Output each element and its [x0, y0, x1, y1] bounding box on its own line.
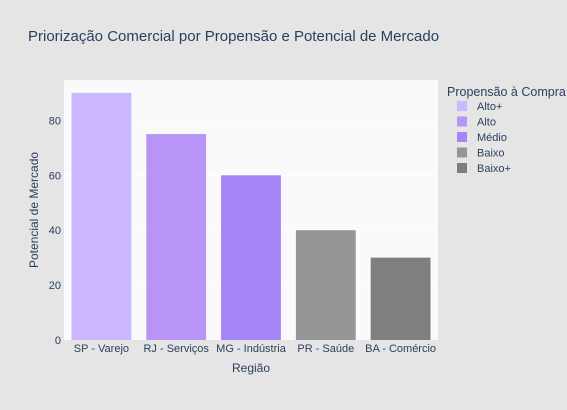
chart-title: Priorização Comercial por Propensão e Po…: [28, 28, 439, 45]
legend-label: Baixo+: [477, 163, 511, 175]
y-axis-title: Potencial de Mercado: [27, 152, 41, 268]
x-tick-label: RJ - Serviços: [143, 343, 209, 355]
y-tick-label: 40: [49, 225, 61, 237]
bar[interactable]: [370, 257, 431, 340]
legend-swatch: [457, 101, 467, 111]
legend-swatch: [457, 147, 467, 158]
x-tick-label: PR - Saúde: [297, 343, 354, 355]
legend-swatch: [457, 163, 467, 173]
bar[interactable]: [221, 175, 281, 340]
legend-swatch: [457, 116, 467, 127]
legend-label: Baixo: [477, 148, 505, 160]
x-tick-label: MG - Indústria: [216, 343, 287, 355]
legend-label: Médio: [477, 132, 507, 144]
y-tick-label: 0: [55, 335, 61, 347]
x-tick-label: BA - Comércio: [365, 343, 436, 355]
bar[interactable]: [295, 230, 356, 340]
bar[interactable]: [146, 134, 207, 340]
x-axis-title: Região: [232, 361, 270, 375]
legend-swatch: [457, 132, 467, 142]
x-tick-label: SP - Varejo: [74, 343, 129, 355]
legend-label: Alto: [477, 117, 496, 129]
y-tick-label: 80: [49, 115, 61, 127]
legend-title: Propensão à Compra: [447, 85, 566, 99]
y-tick-label: 20: [49, 280, 61, 292]
x-axis-ticks: SP - Varejo RJ - Serviços MG - Indústria PR…: [74, 343, 436, 355]
y-axis-ticks: 0 20 40 60 80: [49, 115, 61, 347]
legend: Propensão à Compra Alto+ Alto Médio Baixo Ba…: [447, 85, 566, 175]
bar[interactable]: [71, 92, 132, 341]
bars[interactable]: [71, 92, 431, 341]
legend-label: Alto+: [477, 101, 502, 113]
y-tick-label: 60: [49, 170, 61, 182]
